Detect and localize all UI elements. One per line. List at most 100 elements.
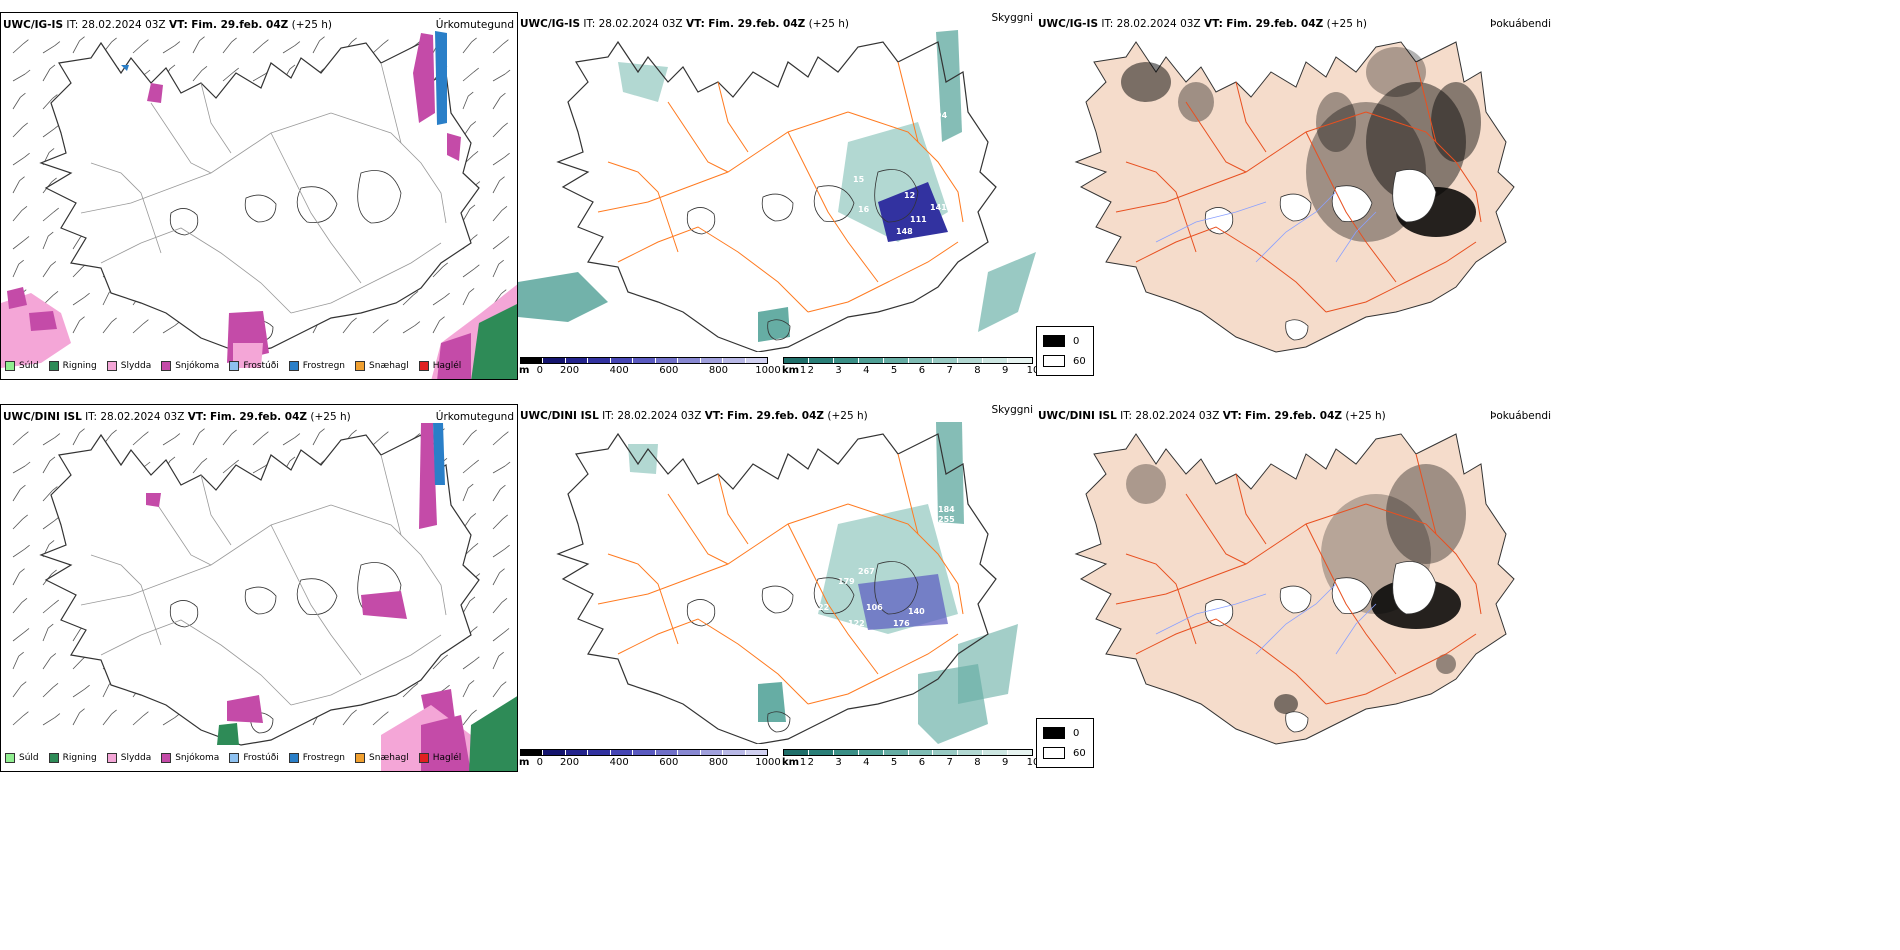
colorbar-segment bbox=[588, 750, 611, 755]
legend-swatch bbox=[418, 361, 429, 371]
glacier-outline bbox=[761, 193, 794, 222]
fog-blob bbox=[1366, 82, 1466, 202]
cloud-base-label: 184 bbox=[938, 505, 955, 514]
fog-legend-row: 0 bbox=[1043, 335, 1079, 347]
wind-barb bbox=[462, 459, 479, 474]
colorbar-swatches bbox=[783, 749, 1033, 756]
road bbox=[597, 503, 849, 605]
wind-barb bbox=[492, 236, 510, 250]
wind-barb bbox=[492, 69, 511, 82]
wind-barb bbox=[12, 176, 25, 194]
wind-barb bbox=[42, 124, 60, 138]
wind-barb bbox=[72, 428, 85, 446]
wind-barb bbox=[492, 514, 508, 530]
visibility-areas bbox=[628, 422, 1018, 744]
colorbar-segment bbox=[633, 358, 656, 363]
glacier-outline bbox=[296, 186, 338, 223]
colorbar-segment bbox=[700, 750, 724, 755]
glacier-outline bbox=[169, 600, 199, 628]
panel-header: UWC/DINI ISL IT: 28.02.2024 03Z VT: Fim.… bbox=[520, 410, 868, 422]
road bbox=[150, 102, 212, 174]
legend-item: Snæhagl bbox=[355, 361, 409, 371]
colorbar-tick-label: 200 bbox=[560, 757, 580, 768]
wind-barb bbox=[282, 41, 301, 54]
legend-item: Súld bbox=[5, 753, 39, 763]
colorbar-tick-label: 5 bbox=[890, 365, 898, 376]
colorbar-tick-label: 0 bbox=[536, 757, 544, 768]
wind-barb bbox=[462, 37, 477, 54]
cloud-base-label: 12 bbox=[904, 191, 915, 200]
fog-legend-label: 0 bbox=[1073, 335, 1080, 347]
it-label: IT: bbox=[66, 19, 79, 31]
colorbar-segment bbox=[543, 750, 566, 755]
panel-title: Þokuábendi bbox=[1490, 410, 1551, 422]
it-label: IT: bbox=[1120, 410, 1133, 422]
fog-panel-row2: UWC/DINI ISL IT: 28.02.2024 03Z VT: Fim.… bbox=[1036, 404, 1554, 772]
cloud-base-label: 94 bbox=[936, 111, 948, 120]
wind-barb bbox=[42, 231, 54, 250]
colorbar-tick-label: 2 bbox=[807, 757, 814, 768]
legend-item: Snjókoma bbox=[161, 753, 219, 763]
it-label: IT: bbox=[1101, 18, 1114, 30]
glacier-outline bbox=[1279, 193, 1312, 222]
panel-header: UWC/IG-IS IT: 28.02.2024 03Z VT: Fim. 29… bbox=[1038, 18, 1367, 30]
wind-barb bbox=[492, 259, 504, 278]
colorbar-segment bbox=[565, 358, 589, 363]
colorbar-tick-label: 4 bbox=[863, 757, 870, 768]
it-label: IT: bbox=[583, 18, 596, 30]
glacier-outline bbox=[357, 170, 402, 224]
precip-areas bbox=[146, 423, 517, 771]
glacier-outline bbox=[250, 712, 274, 734]
colorbar-segment bbox=[908, 750, 934, 755]
legend-label: Snæhagl bbox=[369, 361, 409, 371]
colorbar-segment bbox=[983, 358, 1009, 363]
road bbox=[1135, 226, 1327, 313]
glacier-outline bbox=[1392, 169, 1437, 223]
road bbox=[100, 619, 292, 706]
road bbox=[617, 226, 809, 313]
legend-label: Rigning bbox=[62, 753, 97, 763]
visibility-panel-row1: UWC/IG-IS IT: 28.02.2024 03Z VT: Fim. 29… bbox=[518, 12, 1036, 380]
wind-barb bbox=[402, 682, 419, 698]
wind-barb bbox=[252, 39, 269, 54]
colorbar-tick-label: 8 bbox=[974, 757, 981, 768]
legend-item: Frostúði bbox=[229, 361, 279, 371]
colorbar-segment bbox=[833, 750, 859, 755]
glacier-outline bbox=[874, 561, 919, 615]
colorbar-segment bbox=[610, 358, 634, 363]
glacier-outline bbox=[767, 319, 791, 341]
glacier-outline bbox=[761, 585, 794, 614]
wind-barb bbox=[12, 484, 26, 502]
legend-swatch bbox=[161, 753, 172, 763]
colorbar-unit: km bbox=[782, 757, 800, 768]
panel-title: Skyggni bbox=[991, 404, 1034, 416]
colorbar-segment bbox=[983, 750, 1009, 755]
glacier-outline bbox=[1204, 207, 1234, 235]
colorbar-tick-label: 9 bbox=[1002, 365, 1009, 376]
precip-map-row2 bbox=[12, 423, 517, 771]
cloud-base-label: 148 bbox=[896, 227, 913, 236]
panel-title: Úrkomutegund bbox=[435, 19, 514, 31]
glacier-outline bbox=[169, 208, 199, 236]
glacier-outline bbox=[686, 599, 716, 627]
road bbox=[897, 453, 919, 535]
iceland-outline bbox=[556, 432, 997, 744]
wind-barb bbox=[12, 711, 29, 726]
glacier-outline bbox=[1285, 319, 1309, 341]
road bbox=[807, 241, 959, 313]
wind-barb bbox=[12, 92, 26, 110]
wind-barb bbox=[312, 36, 325, 54]
road bbox=[617, 618, 809, 705]
road bbox=[100, 227, 292, 314]
model-name: UWC/IG-IS bbox=[520, 18, 581, 30]
wind-barb bbox=[492, 568, 505, 586]
colorbar-segment bbox=[700, 358, 724, 363]
colorbar-segment bbox=[655, 750, 679, 755]
road-network bbox=[80, 454, 447, 706]
model-name: UWC/DINI ISL bbox=[520, 410, 599, 422]
colorbar-tick-label: 4 bbox=[863, 365, 870, 376]
colorbar-segment bbox=[678, 358, 701, 363]
panel-header: UWC/IG-IS IT: 28.02.2024 03Z VT: Fim. 29… bbox=[3, 19, 332, 31]
